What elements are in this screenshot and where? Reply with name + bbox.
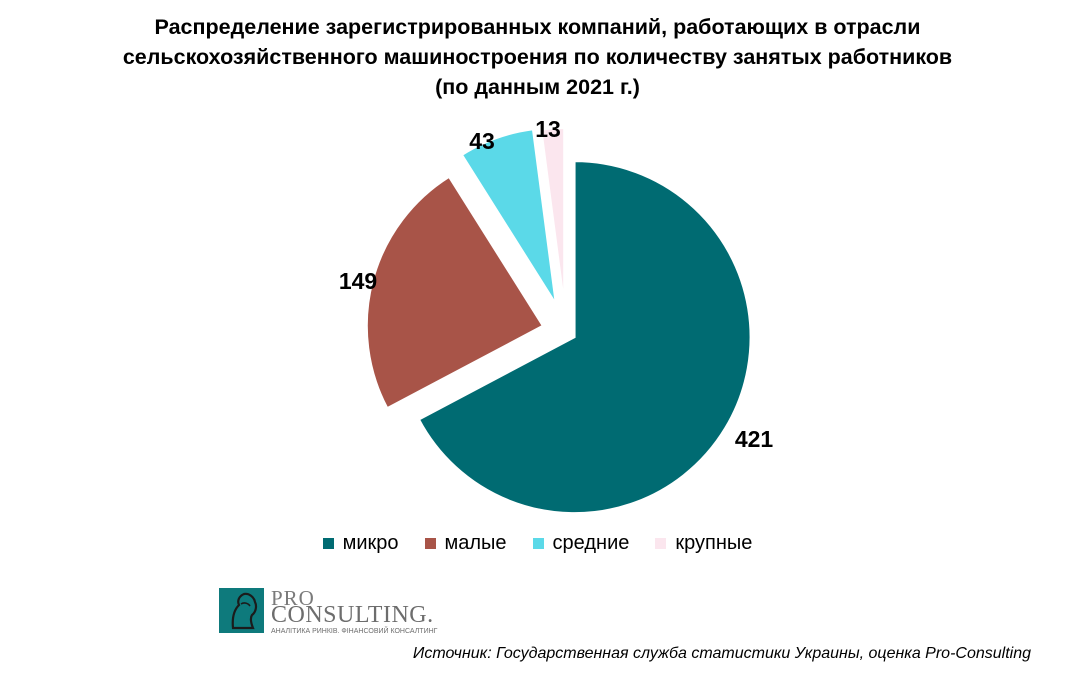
chart-title-line-3: (по данным 2021 г.) bbox=[435, 75, 640, 99]
legend-item-2: малые bbox=[424, 532, 507, 555]
logo-horse-icon bbox=[219, 588, 264, 633]
legend-label: малые bbox=[444, 532, 507, 554]
legend-swatch bbox=[532, 538, 544, 549]
legend-label: крупные bbox=[675, 532, 753, 554]
pie-data-labels: 421 149 43 13 bbox=[339, 116, 774, 452]
source-note: Источник: Государственная служба статист… bbox=[412, 645, 1031, 662]
pie-slice-3 bbox=[460, 128, 557, 305]
logo-tagline: АНАЛІТИКА РИНКІВ. ФІНАНСОВИЙ КОНСАЛТИНГ bbox=[271, 628, 438, 635]
data-label-3: 43 bbox=[469, 128, 495, 154]
legend-item-3: средние bbox=[532, 532, 630, 555]
legend-item-1: микро bbox=[322, 532, 399, 555]
pie-slices bbox=[365, 127, 752, 515]
chart-title: Распределение зарегистрированных компани… bbox=[0, 12, 1075, 102]
data-label-2: 149 bbox=[339, 268, 377, 294]
legend-swatch bbox=[322, 538, 334, 549]
legend-swatch bbox=[424, 538, 436, 549]
pie-slice-1 bbox=[417, 160, 752, 515]
legend-label: средние bbox=[552, 532, 630, 554]
logo-text-consulting: CONSULTING. bbox=[271, 602, 434, 628]
data-label-1: 421 bbox=[735, 426, 774, 452]
pie-slice-4 bbox=[540, 127, 566, 305]
pie-slice-2 bbox=[365, 175, 545, 410]
legend-swatch bbox=[655, 538, 667, 549]
legend-label: микро bbox=[342, 532, 399, 554]
data-label-4: 13 bbox=[535, 116, 561, 142]
legend-item-4: крупные bbox=[655, 532, 752, 555]
chart-title-line-1: Распределение зарегистрированных компани… bbox=[154, 15, 921, 39]
pro-consulting-logo: PRO CONSULTING. АНАЛІТИКА РИНКІВ. ФІНАНС… bbox=[219, 586, 459, 636]
chart-title-line-2: сельскохозяйственного машиностроения по … bbox=[122, 45, 953, 69]
chart-legend: микро малые средние крупные bbox=[0, 532, 1075, 555]
logo-text-pro: PRO bbox=[271, 586, 315, 610]
